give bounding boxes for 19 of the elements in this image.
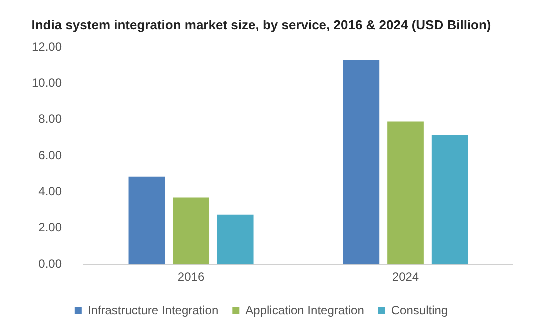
legend-label: Infrastructure Integration bbox=[88, 303, 219, 318]
bar bbox=[128, 176, 166, 265]
legend-label: Consulting bbox=[391, 303, 448, 318]
bar bbox=[173, 198, 210, 265]
bar bbox=[217, 214, 254, 265]
y-tick-label: 2.00 bbox=[38, 220, 62, 235]
y-tick-label: 12.00 bbox=[32, 40, 62, 54]
y-tick-label: 8.00 bbox=[38, 112, 62, 126]
y-tick-label: 4.00 bbox=[38, 184, 62, 199]
bar bbox=[388, 122, 424, 265]
y-tick-label: 6.00 bbox=[38, 148, 62, 162]
legend-label: Application Integration bbox=[246, 303, 364, 318]
bar bbox=[432, 135, 468, 265]
bar bbox=[343, 60, 380, 265]
chart-title: India system integration market size, by service, 2016 & 2024 (USD Billion) bbox=[32, 17, 492, 32]
y-tick-label: 0.00 bbox=[38, 256, 62, 271]
x-tick-label: 2016 bbox=[178, 270, 205, 284]
y-tick-label: 10.00 bbox=[32, 76, 62, 90]
x-tick-label: 2024 bbox=[392, 270, 420, 284]
